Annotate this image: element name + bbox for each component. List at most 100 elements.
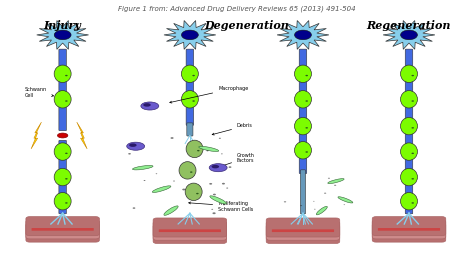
FancyBboxPatch shape: [153, 218, 227, 237]
Ellipse shape: [54, 91, 71, 108]
Ellipse shape: [395, 224, 400, 227]
Ellipse shape: [416, 224, 421, 227]
Ellipse shape: [54, 168, 71, 186]
Ellipse shape: [213, 194, 216, 195]
Polygon shape: [31, 122, 41, 149]
FancyBboxPatch shape: [266, 218, 340, 237]
Polygon shape: [277, 21, 329, 49]
Text: Figure 1 from: Advanced Drug Delivery Reviews 65 (2013) 491-504: Figure 1 from: Advanced Drug Delivery Re…: [118, 5, 356, 12]
Ellipse shape: [182, 91, 198, 108]
Ellipse shape: [328, 178, 330, 179]
Ellipse shape: [128, 153, 131, 154]
FancyBboxPatch shape: [266, 224, 340, 243]
FancyBboxPatch shape: [32, 228, 94, 231]
Ellipse shape: [152, 186, 171, 192]
Ellipse shape: [401, 65, 418, 83]
Ellipse shape: [197, 150, 200, 151]
Ellipse shape: [314, 209, 316, 210]
Ellipse shape: [294, 91, 311, 108]
FancyBboxPatch shape: [372, 220, 446, 239]
Ellipse shape: [65, 100, 68, 102]
Text: Macrophage: Macrophage: [170, 86, 248, 103]
Ellipse shape: [186, 140, 203, 158]
Ellipse shape: [411, 202, 414, 204]
Ellipse shape: [294, 117, 311, 135]
FancyBboxPatch shape: [272, 229, 334, 232]
Ellipse shape: [316, 206, 328, 215]
Ellipse shape: [222, 183, 225, 185]
Ellipse shape: [411, 75, 414, 76]
Ellipse shape: [199, 146, 219, 151]
Ellipse shape: [65, 178, 68, 180]
FancyBboxPatch shape: [186, 49, 194, 125]
FancyBboxPatch shape: [26, 217, 100, 236]
Ellipse shape: [196, 193, 199, 194]
Ellipse shape: [182, 65, 198, 83]
FancyBboxPatch shape: [59, 49, 66, 131]
Ellipse shape: [221, 153, 223, 154]
Ellipse shape: [209, 183, 212, 185]
Polygon shape: [164, 21, 216, 49]
Ellipse shape: [133, 207, 136, 209]
Ellipse shape: [305, 127, 308, 128]
FancyBboxPatch shape: [405, 49, 413, 214]
Ellipse shape: [401, 143, 418, 160]
Ellipse shape: [401, 168, 418, 186]
Ellipse shape: [294, 65, 311, 83]
Ellipse shape: [65, 153, 68, 154]
Ellipse shape: [127, 142, 145, 150]
Ellipse shape: [328, 179, 344, 183]
Ellipse shape: [305, 100, 308, 102]
Ellipse shape: [401, 192, 418, 210]
FancyBboxPatch shape: [266, 221, 340, 240]
Ellipse shape: [190, 171, 192, 173]
Ellipse shape: [409, 224, 414, 227]
Ellipse shape: [141, 102, 159, 110]
Ellipse shape: [300, 205, 302, 206]
Ellipse shape: [54, 143, 71, 160]
Ellipse shape: [411, 127, 414, 128]
Ellipse shape: [155, 173, 157, 174]
Ellipse shape: [411, 100, 414, 102]
Ellipse shape: [226, 188, 228, 189]
Ellipse shape: [411, 178, 414, 180]
Ellipse shape: [294, 30, 311, 40]
Ellipse shape: [192, 75, 195, 76]
Ellipse shape: [223, 204, 225, 205]
Ellipse shape: [133, 166, 153, 170]
Ellipse shape: [305, 75, 308, 76]
Ellipse shape: [401, 91, 418, 108]
Ellipse shape: [171, 137, 173, 139]
Ellipse shape: [57, 133, 68, 138]
Ellipse shape: [209, 164, 227, 172]
Ellipse shape: [313, 201, 315, 202]
Ellipse shape: [182, 189, 185, 191]
Ellipse shape: [401, 117, 418, 135]
Ellipse shape: [65, 202, 68, 204]
Ellipse shape: [338, 197, 353, 203]
FancyBboxPatch shape: [299, 49, 307, 174]
FancyBboxPatch shape: [187, 123, 193, 136]
Text: Injury: Injury: [44, 20, 82, 31]
Ellipse shape: [210, 196, 227, 204]
FancyBboxPatch shape: [26, 223, 100, 242]
Ellipse shape: [401, 30, 418, 40]
FancyBboxPatch shape: [153, 224, 227, 243]
Ellipse shape: [54, 30, 71, 40]
Ellipse shape: [212, 212, 216, 214]
Ellipse shape: [344, 204, 345, 205]
FancyBboxPatch shape: [159, 229, 221, 232]
FancyBboxPatch shape: [26, 220, 100, 239]
FancyBboxPatch shape: [59, 140, 66, 214]
Ellipse shape: [228, 166, 231, 168]
Text: Regeneration: Regeneration: [367, 20, 451, 31]
Ellipse shape: [54, 65, 71, 83]
Ellipse shape: [185, 183, 202, 201]
Ellipse shape: [164, 206, 178, 215]
FancyBboxPatch shape: [301, 170, 306, 214]
Ellipse shape: [48, 224, 53, 227]
Ellipse shape: [219, 138, 221, 139]
Text: Proliferating
Schwann Cells: Proliferating Schwann Cells: [189, 201, 254, 212]
Ellipse shape: [324, 193, 326, 194]
Ellipse shape: [305, 151, 308, 153]
